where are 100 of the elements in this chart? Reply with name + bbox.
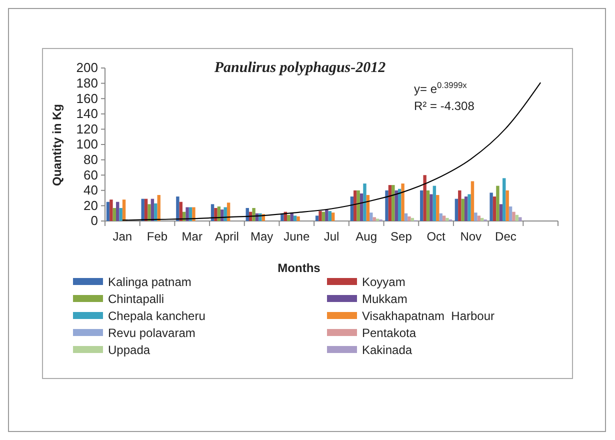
y-axis-title: Quantity in Kg (50, 104, 64, 186)
bar (328, 211, 332, 221)
bar (423, 175, 426, 221)
bar (436, 194, 440, 221)
bar (454, 198, 458, 221)
bar (426, 190, 430, 221)
bar (502, 178, 506, 221)
bar (370, 212, 373, 221)
legend-label: Kalinga patnam (108, 275, 192, 289)
x-tick-label: Mar (182, 230, 202, 244)
bar (394, 190, 398, 221)
bar (325, 210, 328, 221)
bar (332, 212, 335, 221)
bar (515, 214, 519, 221)
line-series (122, 82, 542, 221)
bar (112, 208, 116, 221)
annotation: y= e$^{0.3999x}$ (414, 80, 468, 96)
x-tick-label: Jan (112, 230, 132, 244)
bar (186, 207, 189, 221)
bar (296, 216, 300, 221)
x-axis-title: Months (278, 261, 321, 275)
bar (468, 194, 471, 221)
bar (148, 204, 151, 221)
bar (506, 190, 509, 221)
bar (354, 190, 357, 221)
x-tick-label: Sep (390, 230, 412, 244)
bar (252, 208, 256, 221)
bar (372, 217, 376, 221)
bar (220, 210, 224, 221)
x-tick-label: Jul (324, 230, 340, 244)
bar (363, 184, 366, 221)
x-tick-label: Dec (495, 230, 516, 244)
bar (192, 207, 196, 221)
x-tick-label: Nov (460, 230, 482, 244)
bar (470, 181, 474, 221)
bar (461, 198, 464, 221)
bar (432, 186, 436, 221)
y-tick-label: 100 (76, 136, 98, 152)
bar (496, 186, 500, 221)
bar (154, 203, 158, 221)
bar (477, 216, 480, 221)
y-tick-label: 20 (84, 198, 98, 213)
y-tick-label: 160 (76, 90, 98, 106)
bar (356, 190, 360, 221)
bar (322, 212, 326, 221)
bar (410, 218, 414, 221)
bar (388, 185, 392, 221)
bar (176, 196, 180, 221)
bar (474, 212, 478, 221)
y-tick-label: 140 (76, 106, 98, 122)
y-tick-label: 120 (76, 121, 98, 136)
legend-label: Mukkam (362, 292, 408, 306)
bar (392, 185, 395, 221)
bar (119, 208, 122, 221)
bar (420, 190, 424, 221)
bar (512, 212, 516, 221)
legend-label: Koyyam (362, 275, 406, 289)
bar (499, 204, 503, 221)
bar (398, 188, 402, 221)
bar (401, 184, 404, 221)
y-tick-label: 80 (84, 152, 98, 167)
bar (518, 217, 522, 221)
bar (446, 218, 449, 221)
bar (464, 196, 468, 221)
bar (508, 206, 512, 221)
bar (439, 213, 442, 221)
annotation: R² = -4.308 (414, 99, 475, 113)
bar (110, 200, 113, 221)
bar (492, 196, 496, 221)
x-tick-label: May (250, 230, 274, 244)
bar (490, 192, 493, 221)
bar (442, 216, 446, 221)
bar (315, 216, 319, 221)
bar (408, 216, 411, 221)
bar (293, 216, 297, 221)
legend-label: Visakhapatnam Harbour (362, 309, 495, 323)
bar (141, 198, 144, 221)
y-tick-label: 0 (90, 213, 98, 228)
x-tick-label: Aug (356, 230, 378, 244)
bar (214, 208, 218, 221)
bar (116, 202, 120, 221)
x-tick-label: Feb (146, 230, 168, 244)
bar (287, 214, 290, 221)
x-tick-label: June (284, 230, 310, 244)
bar (385, 190, 388, 221)
bar (480, 218, 484, 221)
bar (404, 213, 408, 221)
legend-label: Chintapalli (108, 292, 164, 306)
y-tick-label: 60 (84, 167, 98, 182)
legend-label: Chepala kancheru (108, 309, 206, 323)
bar (458, 190, 462, 221)
x-tick-label: Oct (426, 230, 446, 244)
legend-label: Uppada (108, 343, 150, 357)
x-tick-label: April (214, 230, 239, 244)
y-tick-label: 200 (76, 60, 98, 76)
bar (157, 194, 160, 221)
legend-label: Revu polavaram (108, 326, 196, 340)
y-tick-label: 40 (84, 182, 98, 198)
bar (106, 202, 110, 221)
bar (360, 193, 364, 221)
